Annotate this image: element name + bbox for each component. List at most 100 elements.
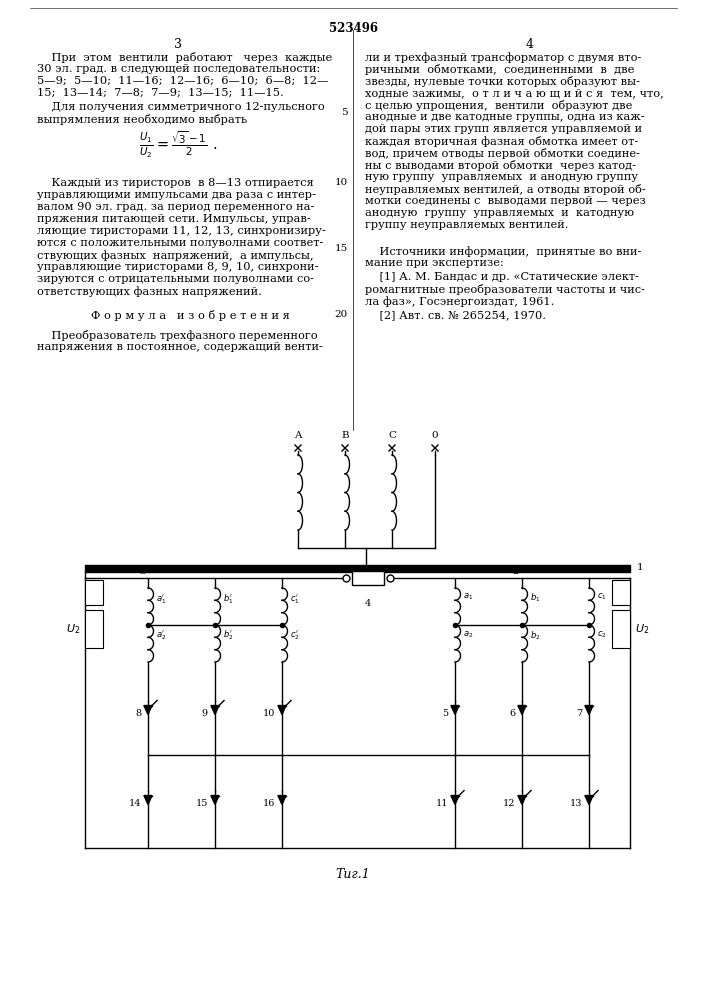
Bar: [612, 610, 630, 648]
Text: [1] А. М. Бандас и др. «Статические элект-: [1] А. М. Бандас и др. «Статические элек…: [365, 272, 639, 282]
Text: 20: 20: [334, 310, 348, 319]
Text: валом 90 эл. град. за период переменного на-: валом 90 эл. град. за период переменного…: [37, 202, 315, 212]
Text: ствующих фазных  напряжений,  а импульсы,: ствующих фазных напряжений, а импульсы,: [37, 250, 314, 261]
Polygon shape: [451, 796, 459, 804]
Text: выпрямления необходимо выбрать: выпрямления необходимо выбрать: [37, 114, 247, 125]
Text: мотки соединены с  выводами первой — через: мотки соединены с выводами первой — чере…: [365, 196, 645, 206]
Bar: [612, 580, 630, 605]
Text: ромагнитные преобразователи частоты и чис-: ромагнитные преобразователи частоты и чи…: [365, 284, 645, 295]
Text: 12: 12: [503, 798, 515, 808]
Text: анодную  группу  управляемых  и  катодную: анодную группу управляемых и катодную: [365, 208, 634, 218]
Text: мание при экспертизе:: мание при экспертизе:: [365, 258, 504, 268]
Polygon shape: [518, 706, 526, 714]
Text: 7: 7: [575, 708, 582, 718]
Polygon shape: [585, 796, 593, 804]
Text: управляющие тиристорами 8, 9, 10, синхрони-: управляющие тиристорами 8, 9, 10, синхро…: [37, 262, 318, 272]
Text: Источники информации,  принятые во вни-: Источники информации, принятые во вни-: [365, 246, 641, 257]
Text: [2] Авт. св. № 265254, 1970.: [2] Авт. св. № 265254, 1970.: [365, 310, 546, 320]
Text: 15: 15: [334, 244, 348, 253]
Text: $a_1$: $a_1$: [463, 592, 473, 602]
Text: $\frac{U_1}{U_2} = \frac{\sqrt{3}-1}{2}\ .$: $\frac{U_1}{U_2} = \frac{\sqrt{3}-1}{2}\…: [139, 130, 217, 160]
Polygon shape: [144, 796, 152, 804]
Text: Ф о р м у л а   и з о б р е т е н и я: Ф о р м у л а и з о б р е т е н и я: [90, 310, 289, 321]
Text: 30 эл. град. в следующей последовательности:: 30 эл. град. в следующей последовательно…: [37, 64, 320, 74]
Text: пряжения питающей сети. Импульсы, управ-: пряжения питающей сети. Импульсы, управ-: [37, 214, 311, 224]
Text: $c_1'$: $c_1'$: [290, 592, 300, 605]
Text: 16: 16: [262, 798, 275, 808]
Text: $U_2$: $U_2$: [88, 623, 100, 635]
Text: дой пары этих групп является управляемой и: дой пары этих групп является управляемой…: [365, 124, 642, 134]
Text: напряжения в постоянное, содержащий венти-: напряжения в постоянное, содержащий вент…: [37, 342, 323, 352]
Text: $b_2$: $b_2$: [530, 629, 540, 642]
Text: Τиг.1: Τиг.1: [336, 868, 370, 881]
Text: ричными  обмотками,  соединенными  в  две: ричными обмотками, соединенными в две: [365, 64, 634, 75]
Text: неуправляемых вентилей, а отводы второй об-: неуправляемых вентилей, а отводы второй …: [365, 184, 645, 195]
Text: $U_1$: $U_1$: [615, 586, 627, 598]
Bar: [85, 580, 103, 605]
Text: 11: 11: [436, 798, 448, 808]
Text: 523496: 523496: [329, 22, 378, 35]
Text: управляющими импульсами два раза с интер-: управляющими импульсами два раза с интер…: [37, 190, 316, 200]
Text: ла фаз», Госэнергоиздат, 1961.: ла фаз», Госэнергоиздат, 1961.: [365, 296, 554, 307]
Text: зируются с отрицательными полуволнами со-: зируются с отрицательными полуволнами со…: [37, 274, 314, 284]
Text: ны с выводами второй обмотки  через катод-: ны с выводами второй обмотки через катод…: [365, 160, 636, 171]
Text: вод, причем отводы первой обмотки соедине-: вод, причем отводы первой обмотки соедин…: [365, 148, 640, 159]
Polygon shape: [278, 706, 286, 714]
Text: 10: 10: [262, 708, 275, 718]
Text: анодные и две катодные группы, одна из каж-: анодные и две катодные группы, одна из к…: [365, 112, 645, 122]
Text: 5: 5: [442, 708, 448, 718]
Polygon shape: [451, 706, 459, 714]
Text: 10: 10: [334, 178, 348, 187]
Text: 4: 4: [365, 599, 371, 608]
Text: $a_1'$: $a_1'$: [156, 592, 166, 605]
Text: 4: 4: [526, 38, 534, 51]
Text: с целью упрощения,  вентили  образуют две: с целью упрощения, вентили образуют две: [365, 100, 632, 111]
Text: A: A: [294, 431, 302, 440]
Text: 6: 6: [509, 708, 515, 718]
Polygon shape: [144, 706, 152, 714]
Text: ли и трехфазный трансформатор с двумя вто-: ли и трехфазный трансформатор с двумя вт…: [365, 52, 641, 63]
Text: $U_1$: $U_1$: [88, 586, 100, 598]
Text: C: C: [388, 431, 396, 440]
Text: 0: 0: [432, 431, 438, 440]
Text: 5—9;  5—10;  11—16;  12—16;  6—10;  6—8;  12—: 5—9; 5—10; 11—16; 12—16; 6—10; 6—8; 12—: [37, 76, 328, 86]
Polygon shape: [585, 706, 593, 714]
Text: $c_2$: $c_2$: [597, 629, 607, 640]
Polygon shape: [211, 706, 219, 714]
Text: $a_2'$: $a_2'$: [156, 629, 166, 643]
Text: $U_2$: $U_2$: [635, 622, 649, 636]
Text: Преобразователь трехфазного переменного: Преобразователь трехфазного переменного: [37, 330, 317, 341]
Polygon shape: [278, 796, 286, 804]
Text: $U_2$: $U_2$: [66, 622, 80, 636]
Text: ются с положительными полуволнами соответ-: ются с положительными полуволнами соотве…: [37, 238, 323, 248]
Text: 2: 2: [513, 567, 519, 576]
Text: 3: 3: [139, 567, 145, 576]
Text: 9: 9: [202, 708, 208, 718]
Text: 3: 3: [174, 38, 182, 51]
Text: 8: 8: [135, 708, 141, 718]
Text: Для получения симметричного 12-пульсного: Для получения симметричного 12-пульсного: [37, 102, 325, 112]
Text: каждая вторичная фазная обмотка имеет от-: каждая вторичная фазная обмотка имеет от…: [365, 136, 638, 147]
Text: При  этом  вентили  работают   через  каждые: При этом вентили работают через каждые: [37, 52, 332, 63]
Text: $a_2$: $a_2$: [463, 629, 473, 640]
Text: группу неуправляемых вентилей.: группу неуправляемых вентилей.: [365, 220, 568, 230]
Text: Каждый из тиристоров  в 8—13 отпирается: Каждый из тиристоров в 8—13 отпирается: [37, 178, 314, 188]
Polygon shape: [211, 796, 219, 804]
Text: звезды, нулевые точки которых образуют вы-: звезды, нулевые точки которых образуют в…: [365, 76, 640, 87]
Text: 15: 15: [196, 798, 208, 808]
Text: 1: 1: [637, 564, 643, 572]
Bar: [85, 610, 103, 648]
Text: $U_2$: $U_2$: [615, 623, 627, 635]
Text: B: B: [341, 431, 349, 440]
Text: $b_1$: $b_1$: [530, 592, 540, 604]
Text: $b_2'$: $b_2'$: [223, 629, 233, 643]
Text: ходные зажимы,  о т л и ч а ю щ и й с я  тем, что,: ходные зажимы, о т л и ч а ю щ и й с я т…: [365, 88, 664, 98]
Text: 5: 5: [341, 108, 348, 117]
Text: $b_1'$: $b_1'$: [223, 592, 233, 605]
Text: ляющие тиристорами 11, 12, 13, синхронизиру-: ляющие тиристорами 11, 12, 13, синхрониз…: [37, 226, 326, 236]
Text: 15;  13—14;  7—8;  7—9;  13—15;  11—15.: 15; 13—14; 7—8; 7—9; 13—15; 11—15.: [37, 88, 284, 98]
Text: ответствующих фазных напряжений.: ответствующих фазных напряжений.: [37, 286, 262, 297]
Text: $c_1$: $c_1$: [597, 592, 607, 602]
Bar: [352, 571, 384, 585]
Polygon shape: [518, 796, 526, 804]
